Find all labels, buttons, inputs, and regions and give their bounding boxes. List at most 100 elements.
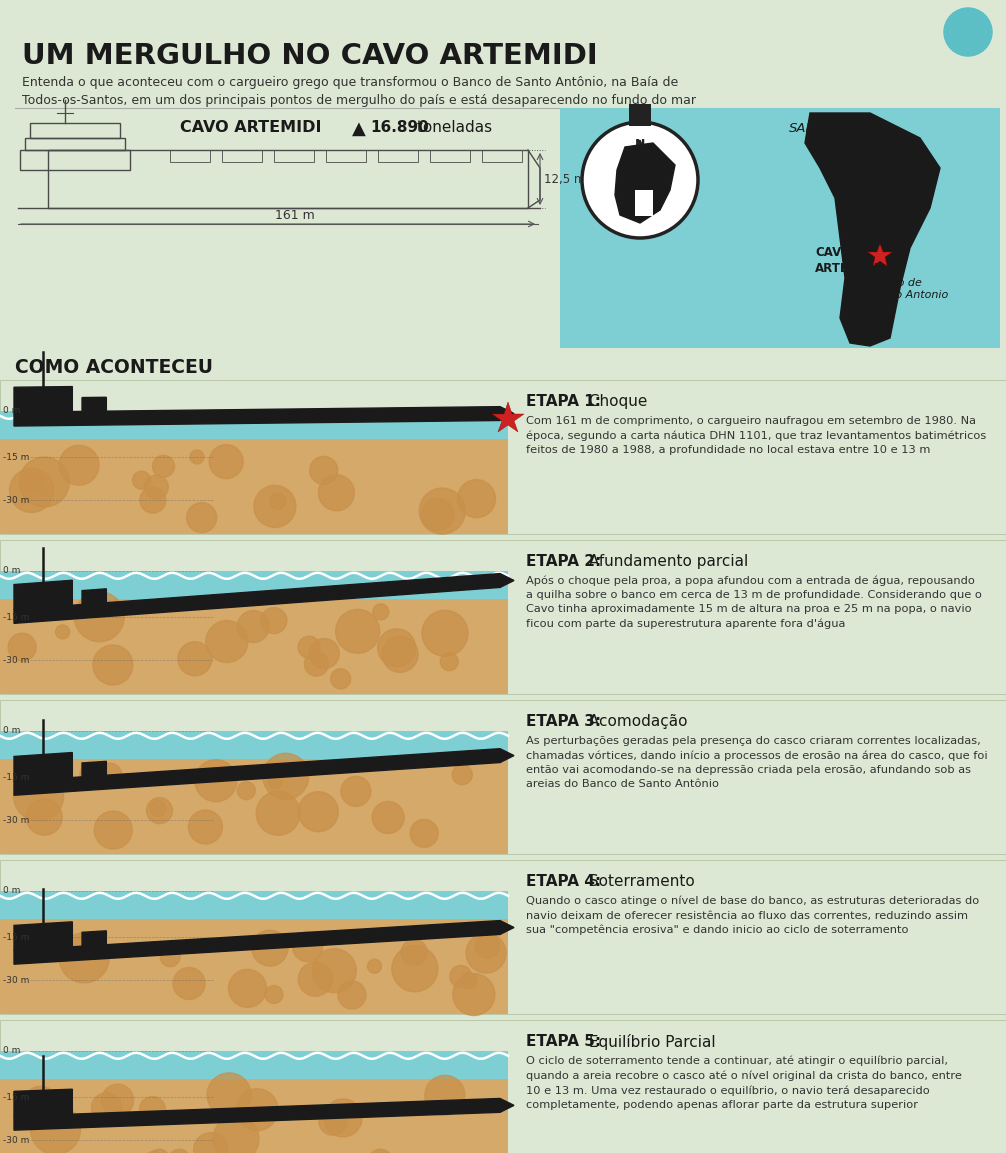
Text: Entenda o que aconteceu com o cargueiro grego que transformou o Banco de Santo A: Entenda o que aconteceu com o cargueiro … (22, 76, 696, 107)
Circle shape (422, 610, 468, 656)
Circle shape (190, 450, 204, 464)
Text: 16.890: 16.890 (370, 120, 429, 135)
Text: 0 m: 0 m (3, 887, 20, 895)
Text: ETAPA 5:: ETAPA 5: (526, 1034, 602, 1049)
Bar (482, 150, 522, 163)
Polygon shape (500, 920, 514, 934)
Circle shape (263, 753, 309, 799)
Circle shape (209, 445, 243, 478)
Polygon shape (500, 748, 514, 762)
Bar (25, 138, 125, 150)
Text: Após o choque pela proa, a popa afundou com a entrada de água, repousando
a quil: Após o choque pela proa, a popa afundou … (526, 576, 982, 630)
Circle shape (147, 798, 172, 823)
Text: N: N (635, 137, 645, 151)
Circle shape (23, 1086, 59, 1122)
Polygon shape (82, 930, 107, 947)
Circle shape (410, 820, 439, 847)
Circle shape (293, 932, 323, 962)
Circle shape (392, 945, 438, 992)
Circle shape (53, 1100, 67, 1114)
Polygon shape (14, 386, 72, 412)
Bar (0, 1020, 1006, 1153)
Circle shape (265, 986, 283, 1003)
Circle shape (425, 1076, 465, 1115)
Text: ETAPA 1:: ETAPA 1: (526, 394, 601, 409)
Text: CAVO
ARTEMIDI: CAVO ARTEMIDI (815, 246, 879, 276)
Circle shape (9, 468, 53, 512)
Bar (0, 438, 508, 534)
Circle shape (187, 503, 216, 533)
Bar (560, 108, 1000, 348)
Bar (274, 150, 314, 163)
Circle shape (458, 480, 496, 518)
Polygon shape (14, 580, 72, 610)
Text: CAVO ARTEMIDI: CAVO ARTEMIDI (180, 120, 322, 135)
Circle shape (401, 940, 428, 965)
Text: ETAPA 3:: ETAPA 3: (526, 714, 602, 729)
Bar (170, 150, 210, 163)
Polygon shape (14, 920, 500, 964)
Circle shape (93, 645, 133, 685)
Circle shape (453, 764, 472, 785)
Circle shape (453, 973, 495, 1016)
Bar (0, 571, 508, 604)
Circle shape (319, 1107, 347, 1136)
Circle shape (318, 475, 354, 511)
Text: 161 m: 161 m (275, 209, 315, 223)
Circle shape (336, 609, 379, 654)
Bar (0, 380, 1006, 534)
Circle shape (309, 639, 339, 669)
Text: Acomodação: Acomodação (583, 714, 687, 729)
Text: -15 m: -15 m (3, 612, 29, 621)
Circle shape (59, 933, 109, 982)
Circle shape (52, 1108, 72, 1128)
Circle shape (261, 608, 287, 633)
Bar (0, 860, 1006, 1013)
Bar (629, 104, 651, 126)
Circle shape (476, 934, 500, 958)
Text: UM MERGULHO NO CAVO ARTEMIDI: UM MERGULHO NO CAVO ARTEMIDI (22, 42, 598, 70)
Circle shape (150, 800, 166, 816)
Circle shape (377, 628, 415, 666)
Circle shape (98, 763, 122, 787)
Bar (635, 190, 653, 216)
Bar (0, 540, 1006, 694)
Text: toneladas: toneladas (412, 120, 492, 135)
Text: -30 m: -30 m (3, 815, 29, 824)
Text: O ciclo de soterramento tende a continuar, até atingir o equilíbrio parcial,
qua: O ciclo de soterramento tende a continua… (526, 1056, 962, 1110)
Bar (378, 150, 418, 163)
Circle shape (24, 473, 44, 493)
Text: -30 m: -30 m (3, 975, 29, 985)
Circle shape (312, 949, 356, 993)
Polygon shape (615, 143, 675, 223)
Circle shape (207, 1072, 252, 1117)
Circle shape (450, 965, 472, 987)
Circle shape (153, 455, 174, 477)
Circle shape (8, 633, 36, 661)
Circle shape (341, 776, 371, 806)
Text: -30 m: -30 m (3, 1136, 29, 1145)
Circle shape (268, 775, 282, 789)
Text: 0 m: 0 m (3, 566, 20, 575)
Text: -30 m: -30 m (3, 496, 29, 505)
Text: Banco de
Santo Antonio: Banco de Santo Antonio (870, 278, 949, 301)
Text: Equilíbrio Parcial: Equilíbrio Parcial (583, 1034, 715, 1050)
Circle shape (160, 947, 180, 966)
Circle shape (140, 1097, 166, 1123)
Bar (222, 150, 262, 163)
Circle shape (74, 591, 125, 642)
Polygon shape (500, 1099, 514, 1113)
Circle shape (298, 636, 320, 658)
Circle shape (13, 771, 63, 821)
Circle shape (310, 457, 338, 484)
Text: Quando o casco atinge o nível de base do banco, as estruturas deterioradas do
na: Quando o casco atinge o nível de base do… (526, 896, 979, 935)
Circle shape (372, 801, 404, 834)
Circle shape (270, 493, 286, 510)
Polygon shape (14, 748, 500, 796)
Circle shape (461, 973, 477, 988)
Bar (0, 1078, 508, 1153)
Bar (0, 700, 1006, 854)
Circle shape (140, 487, 166, 513)
Bar (0, 731, 508, 764)
Text: 0 m: 0 m (3, 406, 20, 415)
